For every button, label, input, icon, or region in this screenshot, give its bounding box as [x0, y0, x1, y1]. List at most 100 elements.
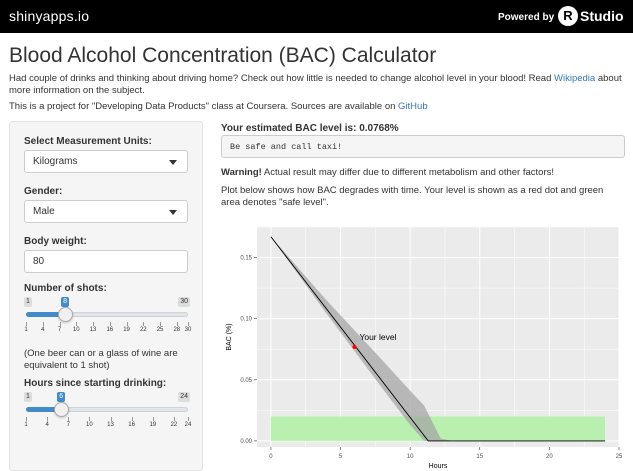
slider-tick: [68, 417, 70, 421]
gender-select[interactable]: Male: [24, 200, 188, 223]
shots-note: (One beer can or a glass of wine are equ…: [24, 348, 178, 371]
slider-tick-label: 22: [139, 327, 147, 333]
shots-label: Number of shots:: [24, 283, 107, 294]
bac-estimate: Your estimated BAC level is: 0.0768%: [221, 123, 399, 134]
x-tick-label: 15: [476, 454, 483, 460]
slider-tick-labels: 1 4 7 10 13 16 19 22 24: [24, 422, 192, 431]
verdict-output: Be safe and call taxi!: [221, 135, 625, 158]
wikipedia-link[interactable]: Wikipedia: [554, 73, 596, 84]
slider-tick: [176, 322, 178, 326]
slider-tick: [42, 322, 44, 326]
units-select[interactable]: Kilograms: [24, 150, 188, 173]
weight-input[interactable]: 80: [24, 250, 188, 273]
x-tick-label: 20: [546, 454, 553, 460]
slider-tick: [173, 417, 175, 421]
slider-tick-labels: 1 4 7 10 13 16 19 22 25 28 30: [24, 327, 192, 336]
slider-tick: [93, 322, 95, 326]
project-text: This is a project for "Developing Data P…: [9, 101, 428, 112]
slider-tick-label: 19: [123, 327, 130, 333]
weight-label: Body weight:: [24, 236, 87, 247]
slider-tick-label: 16: [128, 422, 135, 428]
gender-label: Gender:: [24, 186, 63, 197]
bac-chart: Your level 0 5 10 15 20 25 0.00 0.05 0.10 0.15 Hour…: [226, 226, 623, 470]
x-tick-label: 10: [407, 454, 414, 460]
slider-tick-label: 4: [41, 327, 45, 333]
units-select-value: Kilograms: [33, 156, 78, 167]
slider-min-label: 1: [24, 392, 32, 402]
project-prefix: This is a project for "Developing Data P…: [9, 101, 399, 112]
sidebar-panel: Select Measurement Units: Kilograms Gend…: [9, 121, 203, 471]
slider-tick: [76, 322, 78, 326]
slider-tick-label: 4: [45, 422, 49, 428]
slider-tick-label: 25: [156, 327, 164, 333]
x-tick-label: 25: [616, 454, 623, 460]
page-title: Blood Alcohol Concentration (BAC) Calcul…: [9, 44, 437, 67]
slider-tick: [188, 322, 189, 326]
warning-bold: Warning!: [221, 167, 262, 178]
slider-max-label: 24: [178, 392, 190, 402]
slider-ticks: [26, 417, 189, 421]
plot-description: Plot below shows how BAC degrades with t…: [221, 185, 604, 208]
rstudio-r-logo: R: [558, 6, 578, 26]
slider-tick: [26, 322, 27, 326]
slider-tick: [126, 322, 128, 326]
y-tick-label: 0.05: [240, 378, 252, 384]
slider-tick-label: 1: [24, 422, 28, 428]
y-axis-label: BAC (%): [226, 323, 233, 350]
bac-band: [270, 236, 452, 441]
slider-tick: [109, 322, 111, 326]
slider-value-label: 6: [57, 392, 66, 402]
slider-tick-label: 22: [170, 422, 178, 428]
rstudio-logo-text: Studio: [580, 8, 624, 24]
slider-tick: [59, 322, 61, 326]
slider-tick-label: 13: [107, 422, 114, 428]
intro-prefix: Had couple of drinks and thinking about …: [9, 73, 555, 84]
github-link[interactable]: GitHub: [398, 101, 428, 112]
slider-tick-label: 28: [173, 327, 181, 333]
slider-handle[interactable]: [57, 307, 73, 322]
bac-line: [270, 236, 606, 442]
slider-ticks: [26, 322, 189, 326]
slider-max-label: 30: [178, 297, 190, 307]
shots-slider[interactable]: 1 30 8 1 4 7 10 13 16 19 22 25 28 30: [24, 297, 192, 343]
slider-tick-label: 24: [184, 422, 192, 428]
slider-min-label: 1: [24, 297, 32, 307]
slider-tick-label: 10: [86, 422, 93, 428]
plot-panel: [257, 227, 619, 447]
slider-tick: [143, 322, 145, 326]
slider-tick-label: 19: [149, 422, 157, 428]
powered-by-label: Powered by: [498, 12, 555, 23]
y-tick-label: 0.00: [240, 439, 252, 445]
intro-suffix: about more information on the subject.: [9, 73, 622, 96]
hours-slider[interactable]: 1 24 6 1 4 7 10 13 16 19 22 24: [24, 392, 192, 438]
slider-tick: [131, 417, 133, 421]
slider-fill: [26, 407, 62, 412]
slider-tick-label: 7: [66, 422, 70, 428]
warning-text: Warning! Actual result may differ due to…: [221, 167, 554, 178]
slider-tick-label: 16: [106, 327, 114, 333]
slider-tick-label: 13: [89, 327, 97, 333]
slider-tick-label: 30: [184, 327, 192, 333]
slider-tick: [110, 417, 112, 421]
hours-label: Hours since starting drinking:: [24, 378, 167, 389]
units-label: Select Measurement Units:: [24, 136, 152, 147]
your-level-point: [352, 345, 357, 350]
warning-body: Actual result may differ due to differen…: [261, 167, 555, 178]
slider-tick-label: 1: [24, 327, 28, 333]
y-tick-label: 0.15: [240, 256, 252, 262]
y-tick-label: 0.10: [240, 317, 252, 323]
brand-logo[interactable]: shinyapps.io: [9, 8, 90, 24]
slider-tick: [47, 417, 49, 421]
slider-handle[interactable]: [53, 402, 69, 417]
your-level-label: Your level: [359, 332, 396, 342]
slider-tick: [160, 322, 162, 326]
slider-value-label: 8: [61, 297, 69, 307]
x-tick-label: 5: [339, 454, 343, 460]
slider-tick-label: 10: [72, 327, 80, 333]
x-tick-label: 0: [269, 454, 273, 460]
intro-text: Had couple of drinks and thinking about …: [9, 73, 625, 97]
chevron-down-icon: [169, 210, 177, 215]
slider-tick: [188, 417, 189, 421]
slider-tick: [89, 417, 91, 421]
x-axis-label: Hours: [429, 463, 448, 470]
